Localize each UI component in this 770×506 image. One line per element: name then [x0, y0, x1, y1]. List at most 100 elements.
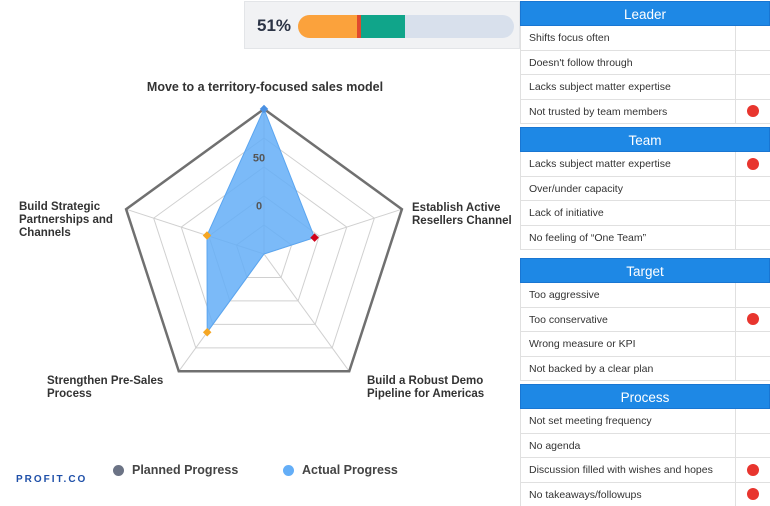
panel-row[interactable]: No agenda [520, 433, 770, 458]
chart-title: Move to a territory-focused sales model [146, 80, 384, 94]
panel-row-label: No agenda [529, 439, 581, 452]
progress-marker [357, 15, 362, 38]
axis-label-line: Build a Robust Demo [367, 375, 484, 387]
panel-row-label: Lack of initiative [529, 207, 604, 219]
grid-ring [153, 137, 375, 349]
legend-actual-dot [283, 464, 294, 476]
panel-row[interactable]: Shifts focus often [520, 26, 770, 51]
panel-row-label: Lacks subject matter expertise [529, 81, 671, 93]
panel-row[interactable]: Discussion filled with wishes and hopes [520, 458, 770, 483]
panel-row-label: Wrong measure or KPI [529, 338, 636, 350]
red-flag-dot-icon [747, 105, 759, 118]
panel-row-flag-cell[interactable] [735, 26, 770, 50]
actual-progress-point [202, 231, 212, 240]
axis-label-line: Pipeline for Americas [367, 388, 485, 400]
panel-row-flag-cell[interactable] [735, 409, 770, 433]
axis-label-resellers: Establish Active Resellers Channel [412, 202, 512, 228]
axis-label-line: Process [47, 388, 92, 400]
panel-row-flag-cell[interactable] [735, 332, 770, 356]
panel-row-flag-cell[interactable] [735, 482, 770, 506]
axis-label-line: Strengthen Pre-Sales [47, 375, 164, 387]
red-flag-dot-icon [747, 313, 759, 326]
progress-percent: 51% [257, 16, 292, 35]
red-flag-dot-icon [747, 463, 759, 476]
legend-planned-label: Planned Progress [132, 463, 239, 477]
legend-planned[interactable]: Planned Progress [113, 463, 238, 477]
radar-tick-label: 0 [256, 201, 262, 213]
profitco-logo: PROFIT.CO [16, 474, 88, 485]
progress-actual-segment [361, 15, 405, 38]
axis-label-demo-pipeline: Build a Robust Demo Pipeline for America… [367, 375, 484, 401]
panel-header: Process [520, 384, 770, 409]
panel-row[interactable]: Too aggressive [520, 283, 770, 308]
legend-actual-label: Actual Progress [302, 463, 398, 477]
panel-row-label: No feeling of “One Team” [529, 231, 647, 244]
progress-planned-segment [298, 15, 359, 38]
panel-row-label: Discussion filled with wishes and hopes [529, 464, 713, 476]
panel-row-flag-cell[interactable] [735, 201, 770, 225]
axis-label-line: Resellers Channel [412, 215, 512, 227]
legend-actual[interactable]: Actual Progress [283, 463, 398, 477]
panel-header: Leader [520, 1, 770, 26]
panel-row[interactable]: Lack of initiative [520, 201, 770, 226]
panel-row[interactable]: Lacks subject matter expertise [520, 75, 770, 100]
panel-row-flag-cell[interactable] [735, 433, 770, 457]
panel-row-flag-cell[interactable] [735, 356, 770, 380]
panel-row-label: Doesn't follow through [529, 56, 633, 69]
panel-row[interactable]: Too conservative [520, 307, 770, 332]
legend-planned-dot [113, 464, 124, 476]
red-flag-dot-icon [747, 157, 759, 170]
panel-row-flag-cell[interactable] [735, 225, 770, 249]
panel-leader: Leader Shifts focus often Doesn't follow t… [520, 1, 770, 124]
panel-header: Target [520, 258, 770, 283]
panel-row-flag-cell[interactable] [735, 152, 770, 176]
panel-row[interactable]: Not set meeting frequency [520, 409, 770, 434]
grid-spoke [263, 253, 350, 372]
panel-row[interactable]: Over/under capacity [520, 176, 770, 201]
panel-process: Process Not set meeting frequency No agend… [520, 384, 770, 506]
actual-progress-point [310, 233, 319, 242]
axis-label-line: Partnerships and [19, 214, 113, 226]
progress-card: 51% [244, 1, 520, 49]
panel-row-flag-cell[interactable] [735, 458, 770, 482]
panel-row-label: No takeaways/followups [529, 488, 642, 501]
actual-progress-point [202, 327, 212, 337]
axis-label-line: Build Strategic [19, 201, 101, 213]
panel-row[interactable]: Not backed by a clear plan [520, 356, 770, 381]
panel-row-label: Too conservative [529, 313, 608, 326]
panel-row-flag-cell[interactable] [735, 176, 770, 200]
panel-row-label: Not trusted by team members [529, 105, 668, 118]
panel-row-label: Shifts focus often [529, 32, 610, 44]
panel-row-label: Over/under capacity [529, 182, 623, 195]
red-flag-dot-icon [747, 488, 759, 501]
panel-header: Team [520, 127, 770, 152]
panel-team: Team Lacks subject matter expertise Over/u… [520, 127, 770, 250]
planned-progress-polygon [124, 107, 404, 373]
panel-row[interactable]: No takeaways/followups [520, 482, 770, 506]
axis-label-line: Channels [19, 227, 71, 239]
panel-row-flag-cell[interactable] [735, 283, 770, 307]
panel-row-label: Not backed by a clear plan [529, 362, 654, 375]
panel-target: Target Too aggressive Too conservative Wron… [520, 258, 770, 381]
panel-row[interactable]: Lacks subject matter expertise [520, 152, 770, 177]
panel-row[interactable]: No feeling of “One Team” [520, 225, 770, 250]
panel-row[interactable]: Not trusted by team members [520, 99, 770, 124]
panel-row-flag-cell[interactable] [735, 99, 770, 123]
panel-row-flag-cell[interactable] [735, 50, 770, 74]
radar-chart: 0 50 [124, 104, 404, 373]
progress-track [298, 15, 514, 38]
panel-row[interactable]: Wrong measure or KPI [520, 332, 770, 357]
radar-tick-label: 50 [253, 152, 265, 164]
actual-progress-polygon [206, 107, 316, 334]
panel-row-label: Lacks subject matter expertise [529, 158, 671, 170]
panel-row-flag-cell[interactable] [735, 307, 770, 331]
axis-label-line: Establish Active [412, 202, 501, 214]
panel-row-label: Not set meeting frequency [529, 415, 652, 427]
panel-row-flag-cell[interactable] [735, 75, 770, 99]
panel-row-label: Too aggressive [529, 289, 600, 301]
panel-row[interactable]: Doesn't follow through [520, 50, 770, 75]
axis-label-pre-sales: Strengthen Pre-Sales Process [47, 375, 163, 401]
actual-progress-point [259, 104, 269, 114]
grid-ring [180, 166, 348, 325]
axis-label-partnerships: Build Strategic Partnerships and Channel… [19, 201, 113, 240]
